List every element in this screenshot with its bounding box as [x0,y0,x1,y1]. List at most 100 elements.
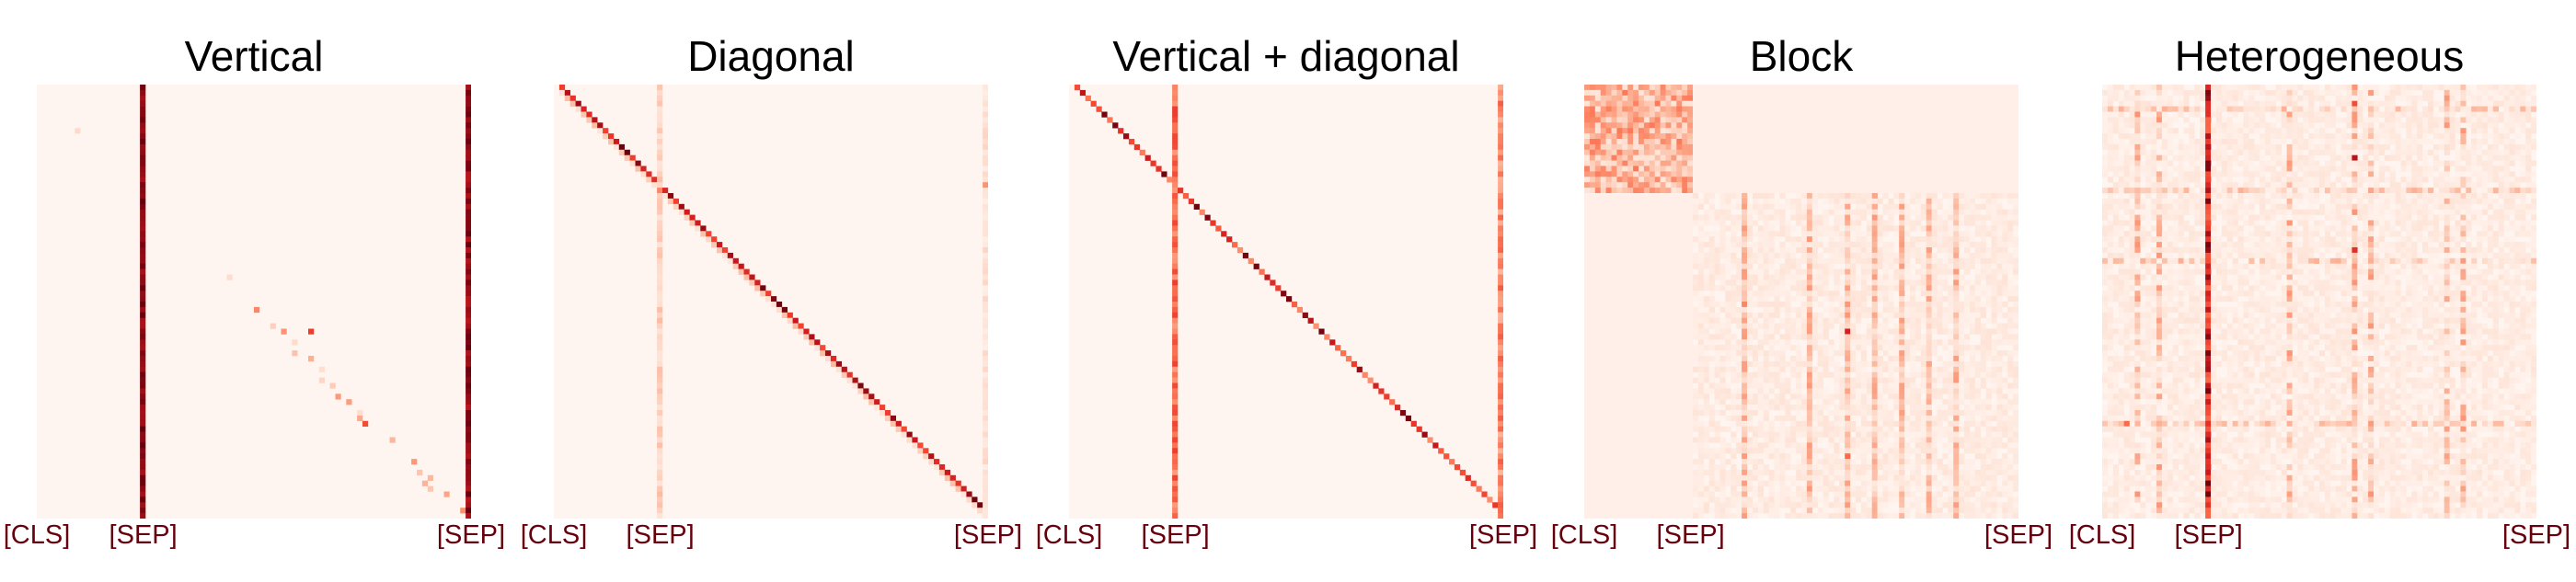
heatmap-cell [1985,252,1992,259]
heatmap-cell [1616,268,1623,275]
heatmap-cell [1801,328,1808,335]
heatmap-cell [1589,302,1596,308]
heatmap-cell [1356,366,1363,372]
heatmap-cell [1757,188,1764,194]
heatmap-cell [1768,117,1775,123]
heatmap-cell [1980,291,1986,297]
heatmap-cell [1172,139,1179,145]
heatmap-cell [1627,291,1634,297]
heatmap-cell [1693,182,1699,188]
heatmap-cell [983,485,988,492]
heatmap-cell [1654,209,1661,215]
heatmap-cell [1790,296,1797,302]
heatmap-cell [1654,188,1661,194]
heatmap-cell [1172,448,1179,454]
heatmap-cell [1980,128,1986,134]
heatmap-cell [1964,360,1971,368]
heatmap-cell [1498,491,1503,497]
heatmap-cell [1725,345,1731,351]
heatmap-cell [1871,139,1878,145]
heatmap-cell [466,426,471,432]
heatmap-cell [1763,95,1769,101]
heatmap-cell [771,302,777,308]
heatmap-cell [1584,257,1591,264]
heatmap-cell [2013,242,2018,248]
heatmap-cell [2013,128,2018,134]
heatmap-cell [1687,160,1694,166]
heatmap-cell [1828,356,1834,362]
heatmap-cell [738,263,744,269]
heatmap-cell [1731,128,1737,134]
heatmap-cell [1643,328,1650,335]
heatmap-cell [1639,247,1645,254]
heatmap-cell [1811,291,1818,297]
heatmap-cell [1660,225,1666,232]
heatmap-cell [1752,242,1759,248]
heatmap-cell [1643,317,1650,324]
heatmap-cell [1811,257,1818,264]
heatmap-cell [1801,143,1808,151]
heatmap-cell [1910,312,1916,318]
heatmap-cell [1654,268,1661,275]
heatmap-cell [1589,268,1596,275]
heatmap-cell [466,182,471,188]
heatmap-cell [983,415,988,422]
heatmap-cell [1742,388,1748,394]
heatmap-cell [1785,220,1791,226]
heatmap-cell [657,188,663,194]
heatmap-cell [1687,263,1694,269]
heatmap-cell [140,139,146,145]
heatmap-cell [1796,117,1802,123]
heatmap-cell [1633,317,1639,324]
heatmap-cell [75,128,81,134]
heatmap-cell [1985,139,1992,145]
heatmap-cell [1893,225,1900,232]
heatmap-cell [1959,377,1965,383]
heatmap-cell [1611,165,1617,172]
heatmap-cell [1801,225,1808,232]
heatmap-cell [1660,171,1666,177]
heatmap-cell [1757,345,1764,351]
heatmap-cell [1697,302,1705,308]
heatmap-cell [983,480,988,486]
heatmap-cell [1584,139,1591,145]
heatmap-cell [1910,236,1916,243]
heatmap-cell [1959,274,1965,280]
heatmap-cell [1649,296,1655,302]
heatmap-cell [1725,388,1731,394]
heatmap-cell [1757,263,1764,269]
heatmap-cell [1937,356,1943,362]
heatmap-cell [1899,182,1905,188]
heatmap-cell [1660,154,1666,161]
heatmap-cell [1719,280,1726,286]
heatmap-cell [1915,296,1922,302]
heatmap-cell [1611,203,1617,210]
heatmap-cell [1871,160,1878,166]
heatmap-cell [1693,274,1699,280]
heatmap-cell [1866,377,1872,383]
heatmap-cell [657,431,663,438]
heatmap-cell [1899,339,1905,346]
x-tick-label: [CLS] [3,520,71,550]
heatmap-cell [140,382,146,389]
heatmap-cell [1871,236,1878,243]
heatmap-cell [1682,203,1688,210]
heatmap-cell [1697,350,1705,357]
heatmap-cell [1605,198,1612,205]
heatmap-cell [1910,188,1916,194]
heatmap-cell [1660,312,1666,318]
heatmap-cell [140,448,146,454]
heatmap-cell [1660,285,1666,291]
heatmap-cell [1850,225,1857,232]
heatmap-cell [1801,154,1808,161]
heatmap-cell [820,350,826,357]
heatmap-cell [1790,366,1797,372]
heatmap-cell [1959,339,1965,346]
heatmap-cell [1953,291,1960,297]
heatmap-cell [1584,328,1591,335]
heatmap-cell [1654,111,1661,118]
heatmap-cell [1665,274,1672,280]
heatmap-cell [1708,345,1715,351]
heatmap-cell [1622,345,1628,351]
heatmap-cell [1605,143,1612,151]
